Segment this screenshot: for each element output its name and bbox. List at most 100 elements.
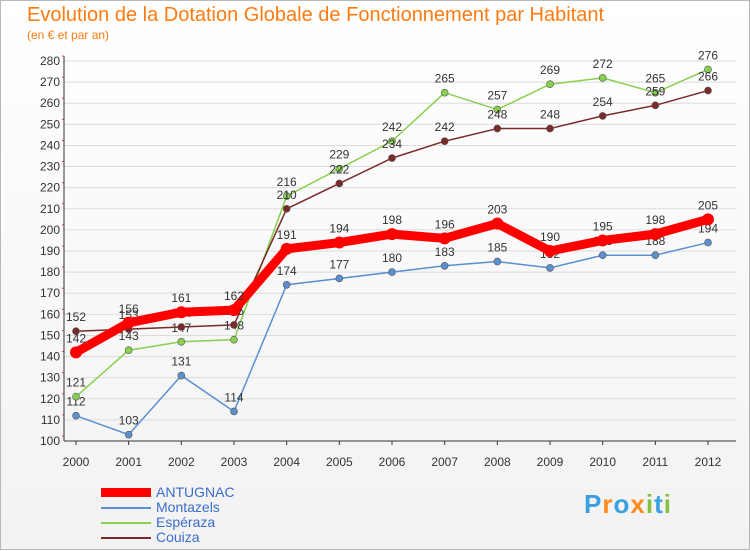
data-label-antugnac: 205 [698, 198, 718, 212]
data-label-antugnac: 191 [277, 228, 297, 242]
data-label-esperaza: 229 [329, 148, 349, 162]
data-label-esperaza: 265 [645, 72, 665, 86]
y-tick-label: 140 [40, 350, 60, 364]
data-point-antugnac [333, 236, 346, 249]
x-tick-label: 2007 [431, 455, 458, 469]
data-label-antugnac: 162 [224, 289, 244, 303]
data-label-couiza: 210 [277, 188, 297, 202]
data-label-montazels: 114 [224, 390, 243, 404]
x-tick-label: 2011 [642, 455, 668, 469]
y-tick-label: 180 [40, 265, 60, 279]
data-label-montazels: 131 [171, 355, 191, 369]
data-point-antugnac [702, 213, 714, 226]
data-point-montazels [177, 371, 186, 380]
data-point-esperaza [440, 88, 449, 97]
legend-label: Couiza [156, 529, 200, 545]
data-point-esperaza [72, 392, 80, 401]
y-tick-label: 170 [40, 286, 60, 300]
y-tick-label: 250 [40, 117, 60, 131]
data-point-montazels [704, 238, 712, 247]
legend-swatch [101, 522, 151, 524]
data-label-antugnac: 198 [382, 213, 402, 227]
data-label-esperaza: 265 [435, 72, 455, 86]
data-point-montazels [282, 280, 291, 289]
data-label-antugnac: 198 [645, 213, 665, 227]
data-label-esperaza: 257 [487, 89, 507, 103]
data-label-montazels: 183 [435, 245, 455, 259]
data-label-couiza: 254 [593, 95, 613, 109]
data-point-montazels [230, 407, 238, 416]
data-point-antugnac [438, 232, 451, 245]
y-tick-label: 270 [40, 75, 60, 89]
x-tick-label: 2008 [484, 455, 511, 469]
x-tick-label: 2000 [63, 455, 90, 469]
logo-letter: i [663, 489, 672, 519]
legend-swatch [101, 488, 151, 497]
legend-swatch [101, 507, 151, 509]
data-point-montazels [440, 261, 449, 270]
data-point-montazels [72, 411, 80, 420]
data-point-esperaza [282, 192, 291, 200]
data-point-montazels [124, 430, 133, 439]
data-point-esperaza [651, 88, 660, 97]
data-label-esperaza: 121 [66, 376, 86, 390]
data-label-couiza: 152 [66, 310, 86, 324]
data-point-esperaza [493, 105, 502, 114]
data-point-couiza [335, 179, 344, 188]
x-tick-label: 2004 [273, 455, 300, 469]
data-label-couiza: 234 [382, 137, 402, 151]
y-tick-label: 220 [40, 181, 60, 195]
data-label-montazels: 177 [329, 257, 349, 271]
data-point-antugnac [596, 234, 609, 247]
data-point-couiza [598, 112, 607, 120]
y-tick-label: 110 [41, 413, 60, 427]
data-label-esperaza: 242 [382, 120, 402, 134]
x-tick-label: 2006 [379, 455, 406, 469]
logo-letter: i [645, 489, 655, 519]
data-label-montazels: 185 [487, 241, 507, 255]
x-tick-label: 2002 [168, 455, 195, 469]
data-label-montazels: 103 [119, 414, 139, 428]
data-point-couiza [230, 321, 238, 329]
legend-label: Montazels [156, 499, 220, 515]
logo-letter: t [654, 489, 664, 519]
data-point-esperaza [704, 65, 712, 74]
data-label-couiza: 248 [540, 108, 560, 122]
data-label-antugnac: 203 [487, 203, 507, 217]
y-tick-label: 150 [40, 328, 60, 342]
legend-label: ANTUGNAC [156, 484, 235, 500]
data-point-couiza [388, 154, 396, 162]
data-label-antugnac: 161 [171, 291, 191, 305]
x-tick-label: 2012 [695, 455, 722, 469]
data-label-couiza: 242 [435, 120, 455, 134]
data-label-montazels: 174 [277, 264, 297, 278]
data-point-couiza [651, 101, 660, 110]
data-point-esperaza [124, 346, 133, 355]
data-label-esperaza: 143 [119, 329, 139, 343]
data-point-antugnac [544, 245, 556, 257]
data-point-couiza [440, 137, 449, 146]
data-point-antugnac [175, 306, 188, 319]
data-point-antugnac [122, 316, 135, 329]
x-tick-label: 2009 [537, 455, 564, 469]
y-tick-label: 260 [40, 96, 60, 110]
data-point-montazels [546, 264, 554, 272]
x-tick-label: 2010 [589, 455, 616, 469]
data-point-montazels [493, 257, 502, 266]
data-point-montazels [335, 274, 344, 283]
chart-subtitle: (en € et par an) [27, 28, 110, 42]
data-label-antugnac: 190 [540, 230, 560, 244]
data-point-couiza [177, 323, 186, 331]
x-tick-label: 2003 [221, 455, 248, 469]
data-point-esperaza [388, 137, 396, 146]
data-label-antugnac: 142 [66, 331, 86, 345]
data-label-esperaza: 272 [593, 57, 613, 71]
data-label-couiza: 259 [645, 84, 665, 98]
y-tick-label: 100 [40, 434, 60, 448]
y-tick-label: 240 [40, 138, 60, 152]
data-point-antugnac [649, 228, 662, 241]
data-label-couiza: 266 [698, 70, 718, 84]
y-tick-label: 190 [40, 244, 60, 258]
data-point-couiza [282, 204, 291, 213]
